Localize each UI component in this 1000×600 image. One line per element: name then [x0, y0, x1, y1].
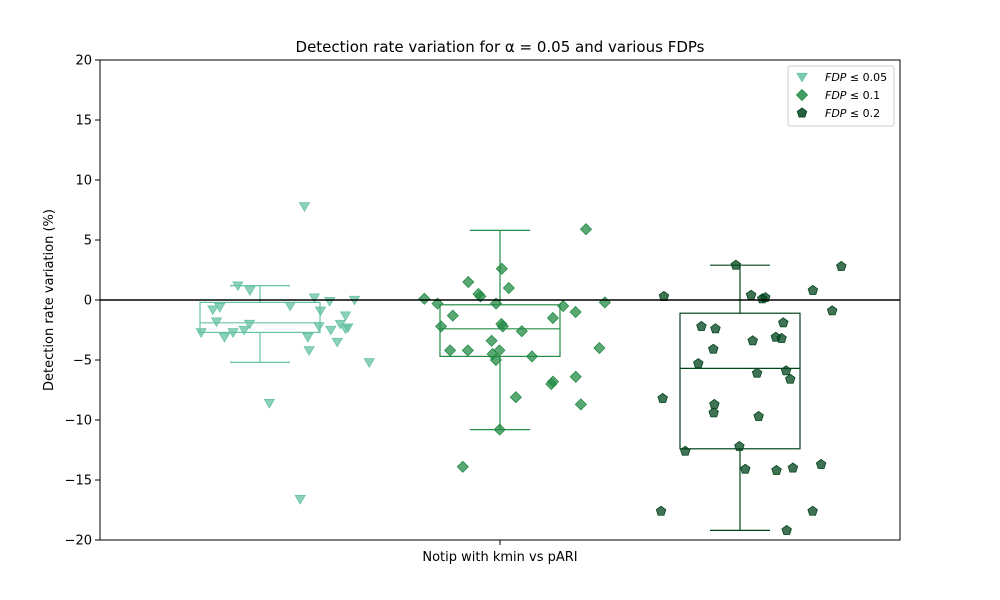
- data-point: [207, 305, 219, 316]
- data-point: [569, 305, 582, 319]
- data-point: [815, 458, 827, 469]
- y-tick-label: −10: [65, 414, 92, 429]
- data-point: [302, 333, 314, 343]
- data-point: [655, 505, 667, 516]
- legend-marker: [796, 107, 808, 118]
- data-point: [303, 346, 315, 356]
- data-point: [325, 325, 337, 336]
- legend-label: FDP ≤ 0.05: [825, 71, 887, 84]
- data-point: [431, 297, 444, 310]
- data-point: [331, 337, 343, 348]
- data-point: [776, 332, 787, 343]
- data-point: [780, 365, 792, 376]
- y-tick-label: −15: [65, 474, 92, 489]
- data-point: [569, 370, 582, 383]
- data-point: [495, 262, 508, 275]
- data-point: [751, 367, 763, 378]
- data-point: [238, 325, 250, 336]
- data-point: [515, 325, 528, 338]
- data-point: [339, 311, 352, 322]
- data-point: [740, 463, 751, 474]
- data-point: [509, 391, 522, 404]
- data-point: [244, 286, 256, 296]
- data-point: [826, 305, 838, 316]
- data-point: [696, 320, 707, 331]
- data-point: [308, 293, 321, 304]
- data-point: [747, 335, 758, 346]
- legend: FDP ≤ 0.05 FDP ≤ 0.1 FDP ≤ 0.2: [787, 65, 895, 127]
- data-point: [771, 464, 782, 475]
- y-tick-label: 0: [84, 294, 92, 309]
- data-point: [778, 317, 789, 328]
- data-point: [787, 462, 799, 473]
- chart-title: Detection rate variation for α = 0.05 an…: [296, 38, 705, 56]
- data-point: [836, 260, 847, 271]
- x-tick-label: Notip with kmin vs pARI: [422, 550, 577, 565]
- data-point: [781, 524, 792, 535]
- data-point: [593, 341, 606, 355]
- data-point: [323, 297, 336, 307]
- y-tick-label: 20: [75, 54, 92, 69]
- data-point: [658, 290, 670, 301]
- data-point: [363, 358, 375, 368]
- y-tick-label: 15: [75, 114, 92, 129]
- data-point: [807, 505, 818, 516]
- data-point: [462, 275, 475, 289]
- data-point: [263, 399, 276, 409]
- data-point: [557, 299, 570, 313]
- data-point: [218, 333, 231, 343]
- box-3: [679, 264, 801, 532]
- data-point: [545, 377, 558, 391]
- data-point: [753, 410, 764, 421]
- data-point: [444, 344, 457, 357]
- legend-frame: [787, 65, 895, 127]
- legend-label: FDP ≤ 0.1: [825, 89, 880, 102]
- data-point: [435, 320, 448, 333]
- data-point: [546, 311, 560, 325]
- legend-label: FDP ≤ 0.2: [825, 107, 880, 120]
- data-point: [461, 344, 474, 357]
- data-point: [334, 319, 347, 330]
- box-2: [439, 229, 561, 431]
- data-point: [579, 223, 593, 236]
- data-point: [708, 407, 719, 418]
- data-point: [807, 284, 819, 295]
- data-point: [708, 343, 719, 354]
- data-point: [418, 292, 431, 305]
- data-point: [298, 202, 311, 212]
- data-point: [745, 289, 757, 300]
- data-point: [502, 281, 515, 295]
- data-point: [446, 309, 459, 322]
- y-axis-title: Detection rate variation (%): [42, 209, 57, 391]
- data-point: [598, 296, 611, 309]
- y-tick-label: −20: [65, 534, 92, 549]
- legend-marker: [795, 88, 809, 102]
- data-point: [734, 440, 745, 451]
- data-point: [574, 398, 587, 411]
- data-point: [210, 317, 223, 328]
- data-point: [313, 322, 325, 332]
- data-point: [214, 303, 226, 313]
- data-point: [294, 495, 306, 505]
- data-point: [693, 358, 704, 369]
- legend-marker: [796, 72, 808, 83]
- box-plots: [199, 229, 801, 532]
- x-axis: Notip with kmin vs pARI: [422, 540, 578, 565]
- data-point: [710, 323, 721, 334]
- data-point: [657, 392, 668, 403]
- y-tick-label: −5: [73, 354, 92, 369]
- data-point: [284, 301, 296, 312]
- data-point: [709, 398, 720, 409]
- data-point: [456, 460, 469, 473]
- data-point: [339, 324, 352, 335]
- data-point: [785, 373, 796, 384]
- data-points: [195, 202, 847, 535]
- y-tick-label: 10: [75, 174, 92, 189]
- y-axis: −20 −15 −10 −5 0 5 10 15 20: [65, 54, 100, 549]
- data-point: [680, 445, 691, 456]
- data-point: [485, 334, 498, 347]
- y-tick-label: 5: [84, 234, 92, 249]
